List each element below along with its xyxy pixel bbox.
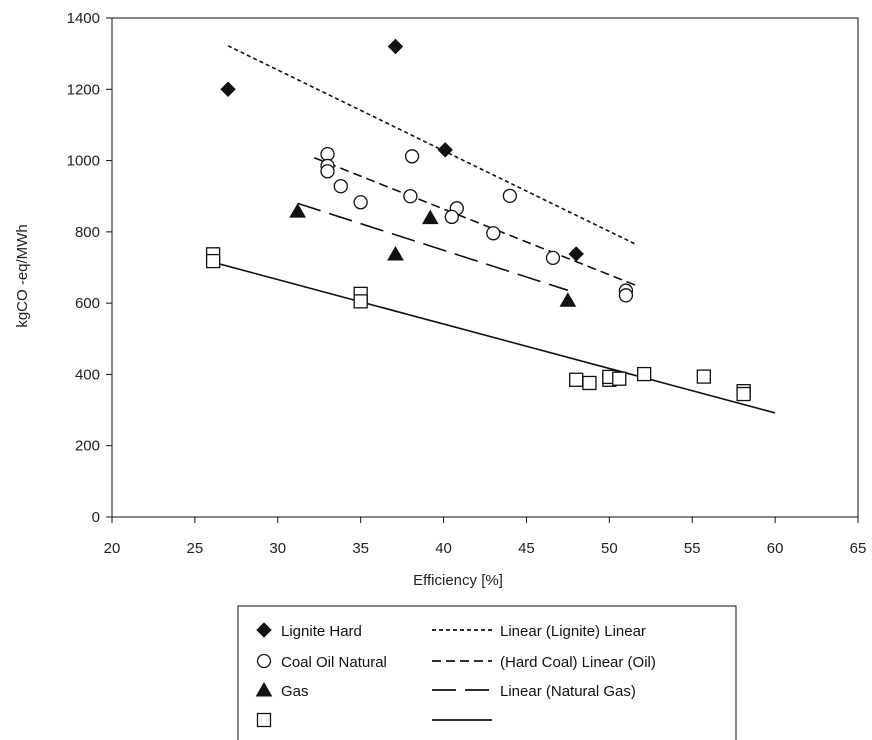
trendline-medium-dash [313,156,637,287]
legend-marker-triangle-filled [255,681,273,697]
data-point-diamond-filled [568,246,584,262]
y-tick-label: 1400 [67,10,100,27]
data-point-triangle-filled [421,209,439,225]
trendline-short-dash [227,45,637,246]
data-point-circle-open [444,209,459,225]
legend-box [237,605,737,740]
y-tick-label: 400 [75,366,100,383]
data-points [205,38,751,402]
y-tick-label: 800 [75,224,100,241]
y-tick-label: 200 [75,438,100,455]
x-tick-label: 40 [435,540,452,557]
x-tick-label: 20 [104,540,121,557]
data-point-square-open [696,369,711,384]
x-axis-title: Efficiency [%] [413,572,503,589]
data-point-square-open [612,371,627,386]
trendlines [211,45,776,414]
x-tick-label: 30 [269,540,286,557]
legend-marker-square-open [256,712,272,728]
x-tick-label: 60 [767,540,784,557]
data-point-triangle-filled [559,292,577,307]
x-tick-label: 50 [601,540,618,557]
data-point-circle-open [618,288,634,303]
data-point-square-open [636,366,652,382]
data-point-square-open [569,372,584,387]
plot-frame [111,17,859,518]
data-point-circle-open [353,195,368,210]
data-point-circle-open [333,179,348,194]
legend: Lignite Hard Coal Oil Natural Gas Linear (L… [255,622,656,728]
data-point-circle-open [502,188,518,204]
data-point-diamond-filled [220,81,236,97]
data-point-triangle-filled [387,245,404,261]
data-point-square-open [582,375,597,391]
legend-marker-circle-open [256,653,272,669]
legend-label: Linear (Lignite) Linear [500,623,646,640]
data-point-square-open [353,294,368,309]
data-point-circle-open [320,147,335,162]
trendline-solid [211,261,776,414]
x-axis: 20 25 30 35 40 45 50 55 60 65 [104,517,867,557]
y-axis-title: kgCO -eq/MWh [14,224,31,327]
y-tick-label: 1200 [67,81,100,98]
x-tick-label: 35 [352,540,369,557]
legend-label: Linear (Natural Gas) [500,683,636,700]
y-axis: 0 200 400 600 800 1000 1200 1400 [67,10,112,526]
trendline-long-dash [297,202,569,292]
x-tick-label: 55 [684,540,701,557]
legend-label: (Hard Coal) Linear (Oil) [500,654,656,671]
data-point-circle-open [404,149,420,164]
legend-marker-diamond-filled [256,622,272,638]
data-point-diamond-filled [387,38,404,55]
legend-label: Gas [281,683,309,700]
data-point-triangle-filled [289,203,307,218]
data-point-circle-open [320,164,335,179]
y-tick-label: 600 [75,295,100,312]
y-tick-label: 0 [92,509,100,526]
x-tick-label: 45 [518,540,535,557]
data-point-circle-open [545,250,561,266]
data-point-diamond-filled [437,142,453,158]
data-point-square-open [205,253,221,269]
legend-label: Coal Oil Natural [281,654,387,671]
x-tick-label: 65 [850,540,867,557]
data-point-circle-open [403,189,418,204]
data-point-square-open [736,386,751,402]
data-point-circle-open [486,226,501,241]
legend-label: Lignite Hard [281,623,362,640]
x-tick-label: 25 [187,540,204,557]
y-tick-label: 1000 [67,153,100,170]
